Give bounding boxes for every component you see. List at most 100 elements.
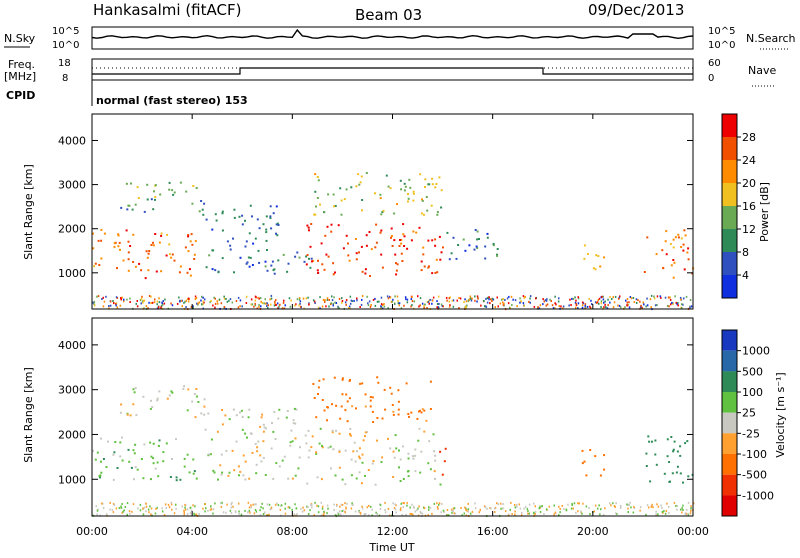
velocity-cell: [663, 510, 665, 513]
velocity-cell: [287, 477, 290, 480]
power-cell: [305, 263, 308, 266]
velocity-cell: [679, 454, 682, 457]
power-cell: [522, 302, 525, 305]
velocity-cell: [345, 506, 347, 509]
velocity-cell: [543, 513, 545, 515]
velocity-cell: [107, 440, 109, 443]
power-cell: [452, 305, 455, 308]
colorbar-swatch: [722, 160, 737, 183]
velocity-cell: [248, 506, 251, 509]
power-cell: [544, 299, 547, 302]
power-cell: [94, 262, 97, 265]
power-cell: [181, 305, 183, 308]
velocity-cell: [189, 506, 192, 509]
power-cell: [239, 305, 241, 308]
velocity-cell: [390, 392, 393, 395]
velocity-cell: [467, 510, 470, 513]
freq-right-tick-top: 60: [708, 58, 721, 69]
velocity-cell: [344, 483, 347, 486]
power-cell: [408, 178, 411, 181]
power-cell: [92, 232, 94, 235]
velocity-cell: [423, 430, 426, 433]
noise-sky-label: N.Sky: [4, 32, 36, 45]
power-cell: [155, 270, 158, 273]
velocity-cell: [129, 512, 131, 515]
power-cell: [360, 245, 363, 248]
power-cell: [348, 259, 351, 262]
velocity-cell: [344, 502, 346, 505]
power-cell: [374, 297, 376, 300]
power-cell: [345, 299, 348, 302]
power-cell: [628, 306, 631, 309]
power-cell: [514, 299, 517, 302]
power-cell: [432, 296, 435, 299]
velocity-cell: [137, 507, 139, 510]
power-cell: [299, 300, 302, 303]
power-cell: [327, 193, 330, 196]
power-cell: [226, 240, 229, 243]
velocity-cell: [402, 445, 405, 448]
power-cell: [474, 295, 476, 298]
power-cell: [390, 300, 393, 303]
power-cell: [470, 299, 473, 302]
velocity-cell: [393, 456, 396, 459]
velocity-cell: [593, 510, 596, 513]
power-cell: [431, 272, 434, 275]
power-cell: [266, 305, 268, 308]
power-cell: [379, 193, 382, 196]
power-cell: [339, 187, 342, 190]
velocity-cell: [392, 410, 395, 413]
velocity-cell: [270, 506, 273, 509]
velocity-cell: [132, 503, 135, 506]
velocity-cell: [461, 514, 463, 517]
velocity-cell: [467, 502, 469, 505]
velocity-cell: [391, 404, 394, 406]
power-cell: [223, 295, 225, 298]
velocity-cell: [666, 502, 668, 505]
power-cell: [485, 297, 487, 300]
power-cell: [257, 296, 259, 299]
power-cell: [117, 233, 120, 236]
power-cell: [306, 254, 309, 256]
power-cell: [489, 302, 491, 305]
velocity-cell: [582, 502, 584, 505]
velocity-cell: [130, 466, 133, 469]
power-cell: [105, 295, 107, 298]
power-cell: [468, 298, 470, 301]
power-cell: [437, 306, 439, 309]
velocity-cell: [112, 478, 115, 481]
velocity-cell: [558, 514, 560, 517]
power-cell: [282, 253, 285, 256]
power-cell: [220, 302, 223, 305]
velocity-cell: [599, 474, 602, 477]
colorbar-tick-label: 25: [742, 407, 756, 420]
velocity-cell: [632, 511, 635, 514]
velocity-cell: [300, 507, 302, 510]
velocity-cell: [681, 506, 683, 509]
power-cell: [395, 269, 398, 272]
power-cell: [429, 298, 431, 301]
velocity-cell: [563, 507, 565, 510]
power-cell: [446, 299, 448, 302]
power-cell: [332, 273, 335, 276]
power-cell: [349, 295, 352, 298]
power-cell: [143, 210, 146, 213]
power-cell: [561, 307, 564, 310]
power-cell: [575, 304, 578, 306]
velocity-cell: [230, 506, 233, 509]
velocity-cell: [168, 506, 171, 509]
power-cell: [211, 268, 214, 271]
y-tick-label: 1000: [58, 473, 86, 486]
power-cell: [670, 264, 673, 267]
power-cell: [403, 235, 406, 238]
power-cell: [554, 295, 556, 298]
velocity-cell: [234, 511, 237, 514]
velocity-cell: [443, 460, 446, 463]
power-cell: [121, 296, 123, 299]
power-cell: [327, 255, 330, 258]
velocity-cell: [222, 511, 225, 514]
power-cell: [265, 239, 268, 242]
power-cell: [357, 173, 360, 176]
power-cell: [103, 300, 106, 303]
velocity-cell: [423, 409, 426, 412]
